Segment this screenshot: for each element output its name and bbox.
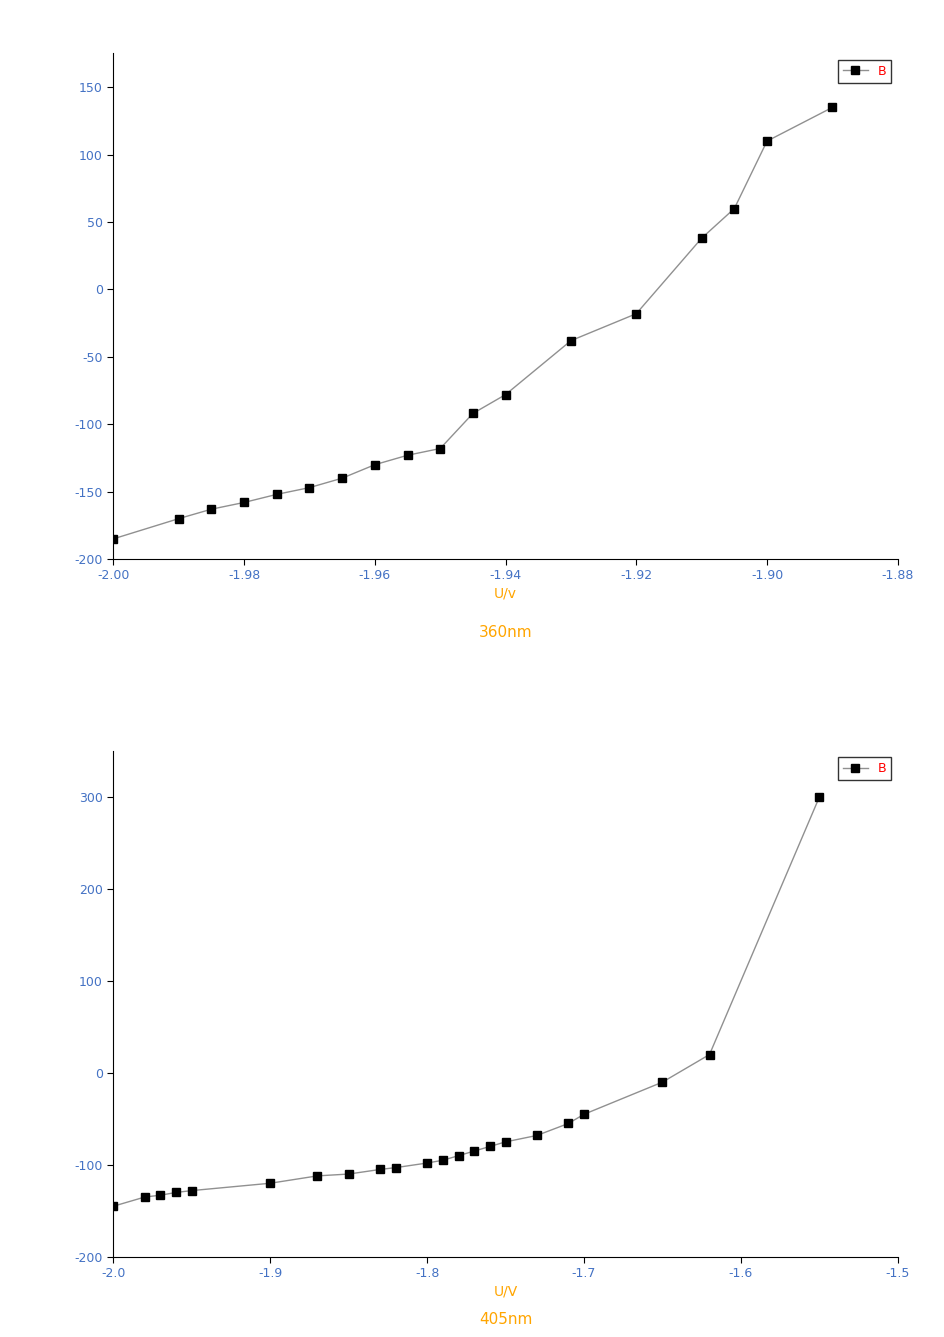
B: [401, 448, 413, 464]
B: [466, 405, 478, 421]
Legend: B: B: [837, 60, 890, 83]
B: [728, 201, 739, 217]
B: [312, 1167, 323, 1183]
B: [826, 99, 837, 115]
Text: 360nm: 360nm: [479, 624, 531, 640]
B: [374, 1162, 385, 1178]
B: [108, 1198, 119, 1214]
B: [303, 480, 314, 496]
B: [483, 1138, 495, 1154]
X-axis label: U/V: U/V: [493, 1285, 517, 1298]
B: [452, 1147, 464, 1163]
B: [139, 1189, 150, 1205]
B: [206, 501, 217, 517]
B: [703, 1047, 715, 1063]
B: [421, 1155, 432, 1171]
B: [578, 1106, 589, 1122]
B: [499, 386, 511, 402]
B: [813, 789, 824, 805]
B: [343, 1166, 354, 1182]
B: [437, 1152, 448, 1169]
B: [108, 531, 119, 547]
B: [390, 1159, 401, 1175]
B: [238, 495, 249, 511]
B: [761, 134, 772, 150]
B: [656, 1074, 667, 1090]
B: [170, 1185, 181, 1201]
Legend: B: B: [837, 758, 890, 781]
B: [565, 333, 576, 349]
Text: 405nm: 405nm: [479, 1313, 531, 1328]
B: [186, 1182, 197, 1198]
X-axis label: U/v: U/v: [494, 587, 516, 600]
B: [271, 487, 282, 503]
B: [264, 1175, 276, 1191]
B: [336, 471, 347, 487]
B: [630, 306, 641, 322]
B: [155, 1187, 166, 1203]
Line: B: B: [110, 103, 835, 543]
Line: B: B: [110, 793, 822, 1210]
B: [696, 230, 707, 246]
B: [173, 511, 184, 527]
B: [434, 440, 446, 456]
B: [468, 1143, 480, 1159]
B: [369, 457, 380, 473]
B: [499, 1134, 511, 1150]
B: [531, 1127, 542, 1143]
B: [562, 1115, 573, 1131]
